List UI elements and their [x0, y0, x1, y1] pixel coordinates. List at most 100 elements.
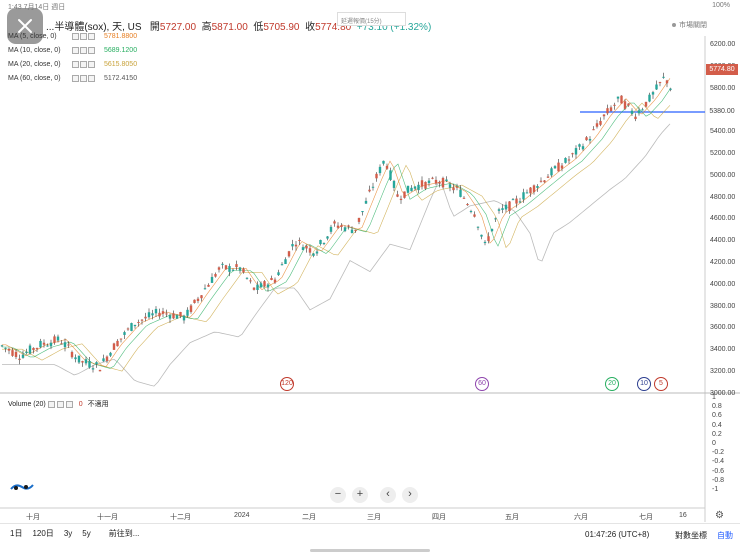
- time-label: 三月: [367, 514, 381, 521]
- gear-icon[interactable]: ⚙: [715, 510, 724, 521]
- last-price-tag: 5774.80: [706, 64, 738, 75]
- symbol-header: ...半導體(sox), 天, US 開5727.00 高5871.00 低57…: [46, 22, 432, 33]
- candle-body: [508, 201, 511, 212]
- candle-body: [396, 194, 399, 197]
- eye-icon[interactable]: [72, 33, 79, 40]
- candle-body: [63, 342, 67, 348]
- candle-body: [32, 347, 35, 351]
- candle-body: [613, 104, 616, 106]
- candle-body: [592, 129, 595, 131]
- candle-body: [389, 170, 392, 180]
- scroll-right-button[interactable]: ›: [402, 487, 418, 503]
- candle-body: [662, 76, 665, 78]
- candle-body: [147, 312, 151, 318]
- candle-body: [357, 217, 361, 222]
- volume-legend: Volume (20) 0 不適用: [8, 400, 109, 408]
- ma-event-marker[interactable]: 20: [605, 377, 619, 391]
- settings-icon[interactable]: [80, 61, 87, 68]
- volume-tick: 0.4: [712, 421, 722, 429]
- candle-body: [581, 146, 585, 150]
- candle-body: [91, 368, 95, 370]
- volume-tick: 0.2: [712, 430, 722, 438]
- price-tick: 5200.00: [710, 150, 736, 157]
- ma-event-marker[interactable]: 60: [475, 377, 489, 391]
- volume-tick: -1: [712, 486, 719, 493]
- ma-event-marker[interactable]: 10: [637, 377, 651, 391]
- zoom-in-button[interactable]: +: [352, 487, 368, 503]
- ma-event-marker[interactable]: 120: [280, 377, 294, 391]
- candle-body: [67, 344, 70, 346]
- remove-icon[interactable]: [88, 47, 95, 54]
- price-tick: 4600.00: [710, 215, 736, 223]
- candle-body: [186, 309, 189, 316]
- range-120d[interactable]: 120日: [32, 529, 54, 538]
- candle-body: [263, 281, 266, 287]
- candle-body: [462, 197, 466, 199]
- candle-body: [21, 354, 25, 358]
- range-5y[interactable]: 5y: [82, 529, 91, 538]
- goto-date-button[interactable]: 前往到...: [108, 529, 140, 538]
- symbol-name[interactable]: ...半導體(sox), 天, US: [46, 22, 142, 33]
- candle-body: [494, 218, 497, 220]
- eye-icon[interactable]: [47, 400, 55, 408]
- remove-icon[interactable]: [65, 400, 73, 408]
- remove-icon[interactable]: [88, 61, 95, 68]
- candle-body: [347, 225, 350, 227]
- candle-body: [329, 226, 333, 232]
- remove-icon[interactable]: [88, 33, 95, 40]
- candle-body: [371, 186, 375, 188]
- candle-body: [102, 358, 105, 362]
- candle-body: [378, 166, 382, 174]
- settings-icon[interactable]: [56, 400, 64, 408]
- time-axis[interactable]: 十月 十一月 十二月 2024 二月 三月 四月 五月 六月 七月 16: [0, 508, 705, 522]
- eye-icon[interactable]: [72, 47, 79, 54]
- remove-icon[interactable]: [88, 75, 95, 82]
- candle-body: [602, 114, 606, 117]
- log-scale-toggle[interactable]: 對數坐標: [675, 531, 707, 540]
- settings-icon[interactable]: [80, 47, 87, 54]
- range-1d[interactable]: 1日: [10, 529, 23, 538]
- candle-body: [480, 234, 483, 237]
- candle-body: [189, 305, 193, 312]
- price-tick: 4200.00: [710, 259, 736, 266]
- candle-body: [161, 311, 165, 314]
- candle-body: [95, 362, 98, 365]
- candle-body: [424, 181, 427, 189]
- zoom-out-button[interactable]: −: [330, 487, 346, 503]
- candle-body: [410, 187, 413, 192]
- candle-body: [413, 186, 417, 189]
- candle-body: [637, 110, 641, 114]
- candle-body: [473, 214, 476, 217]
- candle-body: [270, 278, 273, 280]
- candle-body: [207, 284, 210, 287]
- settings-icon[interactable]: [80, 33, 87, 40]
- candle-body: [431, 177, 434, 179]
- candle-body: [126, 328, 130, 330]
- candle-body: [543, 180, 546, 183]
- ma-event-marker[interactable]: 5: [654, 377, 668, 391]
- candle-body: [574, 148, 578, 155]
- time-label: 四月: [432, 514, 446, 521]
- candle-body: [476, 226, 480, 228]
- ma-value: 5172.4150: [104, 75, 138, 82]
- volume-tick: 0.8: [712, 403, 722, 411]
- range-3y[interactable]: 3y: [63, 529, 73, 538]
- auto-scale-toggle[interactable]: 自動: [717, 531, 733, 540]
- candle-body: [504, 204, 508, 210]
- eye-icon[interactable]: [72, 75, 79, 82]
- candle-body: [252, 287, 256, 290]
- candle-body: [644, 101, 648, 107]
- eye-icon[interactable]: [72, 61, 79, 68]
- price-tick: 3000.00: [710, 389, 736, 397]
- close-icon: [18, 19, 32, 33]
- settings-icon[interactable]: [80, 75, 87, 82]
- candle-body: [427, 180, 431, 184]
- candle-body: [648, 94, 651, 102]
- candle-body: [84, 359, 88, 364]
- candle-body: [130, 323, 133, 331]
- close-button[interactable]: [7, 8, 43, 44]
- candle-body: [627, 103, 630, 106]
- scroll-left-button[interactable]: ‹: [380, 487, 396, 503]
- candle-body: [144, 316, 147, 319]
